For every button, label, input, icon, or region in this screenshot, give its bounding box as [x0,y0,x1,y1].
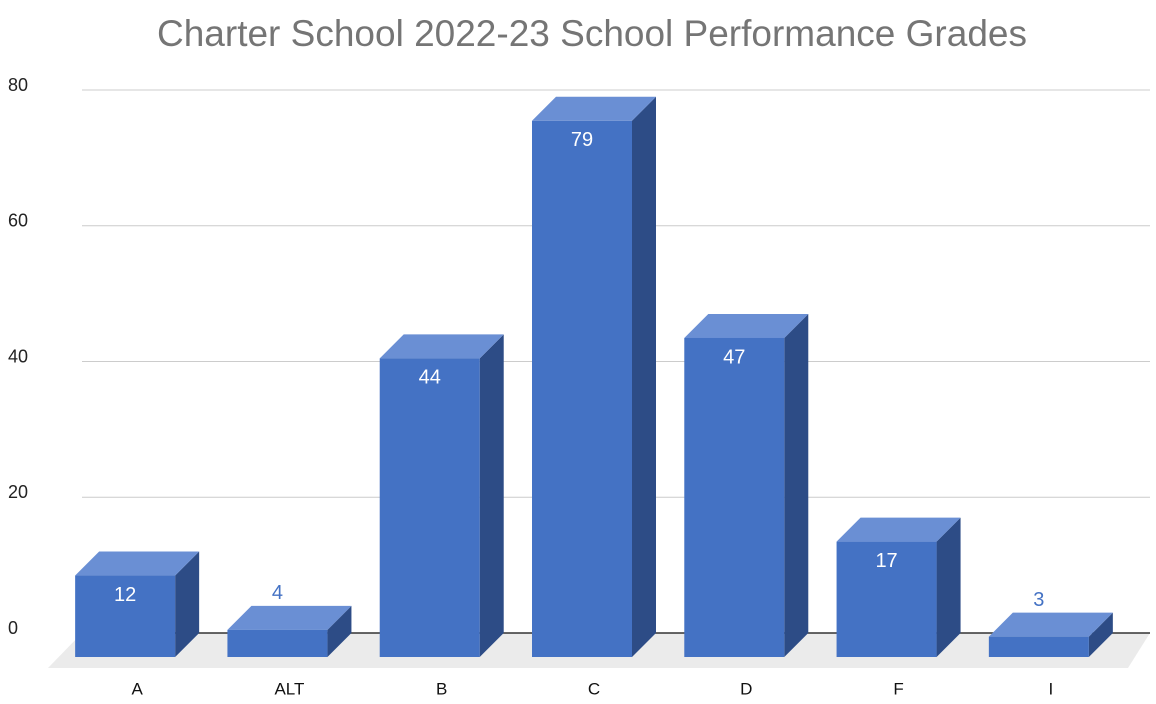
x-tick-label: C [588,679,600,698]
x-tick-label: I [1048,679,1053,698]
bar-side [632,96,656,658]
bar-top [684,313,809,338]
data-label: 4 [272,582,283,604]
data-label: 17 [875,550,897,572]
bar [227,629,328,657]
bar-top [988,612,1113,637]
bar [684,337,785,657]
bar [379,358,480,657]
x-tick-label: A [131,679,143,698]
bar-side [784,313,809,657]
bar-side [1088,612,1113,657]
x-tick-label: F [893,679,903,698]
data-label: 47 [723,346,745,368]
data-label: 12 [114,584,136,606]
bar [532,120,632,658]
bar-top [379,334,504,359]
bar [988,636,1089,657]
chart-title: Charter School 2022-23 School Performanc… [157,13,1027,54]
y-tick-label: 20 [8,482,28,502]
bar-top [75,551,200,576]
bar [75,575,176,657]
bar-side [327,605,352,657]
data-label: 3 [1033,589,1044,611]
data-label: 44 [419,367,441,389]
y-tick-label: 0 [8,618,18,638]
y-tick-label: 60 [8,211,28,231]
bar-side [175,551,200,657]
bar-top [532,96,656,121]
y-tick-label: 80 [8,75,28,95]
bar-side [936,517,961,657]
bar-top [227,605,352,630]
x-tick-label: ALT [274,679,304,698]
data-label: 79 [571,129,593,151]
y-tick-label: 40 [8,346,28,366]
bar [836,541,937,657]
x-tick-label: D [740,679,752,698]
bar-top [836,517,961,542]
bar-side [479,334,504,657]
x-tick-label: B [436,679,447,698]
